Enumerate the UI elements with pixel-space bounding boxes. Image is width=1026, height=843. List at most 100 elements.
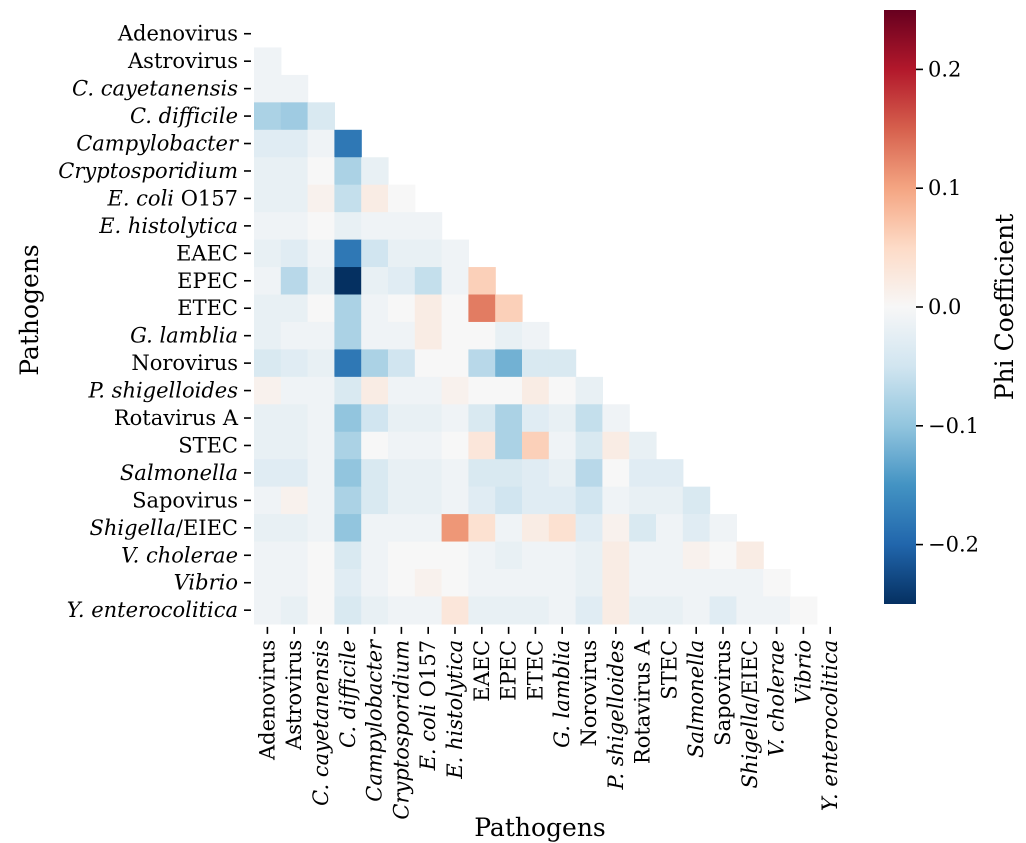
heatmap-cell xyxy=(361,321,389,350)
heatmap-cell xyxy=(280,157,309,186)
heatmap-cell xyxy=(548,431,577,460)
heatmap-cell xyxy=(522,459,550,488)
heatmap-cell xyxy=(334,157,362,186)
heatmap-cell xyxy=(307,376,335,405)
heatmap-cell xyxy=(388,459,416,488)
heatmap-cell xyxy=(414,541,443,570)
heatmap-cell xyxy=(254,267,282,296)
heatmap-cell xyxy=(629,431,657,460)
y-tick-label: G. lamblia xyxy=(130,324,238,348)
heatmap-cell xyxy=(495,431,523,460)
x-tick-label: Norovirus xyxy=(577,640,601,747)
y-tick-label: Sapovirus xyxy=(132,488,238,512)
y-tick-label: Y. enterocolitica xyxy=(67,598,238,622)
heatmap-cell xyxy=(388,239,416,268)
colorbar: 0.2 0.1 0.0 −0.1 −0.2 Phi Coefficient xyxy=(884,10,1019,604)
x-tick-label: Campylobacter xyxy=(363,638,387,802)
heatmap-cell xyxy=(468,376,496,405)
heatmap-cell xyxy=(495,596,523,625)
heatmap-cell xyxy=(254,321,282,350)
x-axis-label: Pathogens xyxy=(474,813,606,842)
y-tick-label: Shigella/EIEC xyxy=(89,516,238,540)
x-tick-label: E. coli O157 xyxy=(416,640,440,772)
y-tick-label: Adenovirus xyxy=(117,22,238,46)
heatmap-cell xyxy=(629,459,657,488)
heatmap-cell xyxy=(468,294,496,323)
heatmap-cell xyxy=(441,596,469,625)
heatmap-cells xyxy=(254,47,818,625)
heatmap-cell xyxy=(307,596,335,625)
y-tick-label: ETEC xyxy=(177,296,238,320)
heatmap-cell xyxy=(548,596,577,625)
heatmap-cell xyxy=(254,239,282,268)
heatmap-cell xyxy=(763,569,791,598)
heatmap-cell xyxy=(307,459,335,488)
heatmap-cell xyxy=(522,349,550,378)
heatmap-cell xyxy=(280,321,309,350)
heatmap-cell xyxy=(334,486,362,515)
heatmap-cell xyxy=(280,486,309,515)
heatmap-cell xyxy=(656,514,684,543)
heatmap-cell xyxy=(548,376,577,405)
heatmap-cell xyxy=(575,486,603,515)
heatmap-cell xyxy=(709,514,737,543)
heatmap-cell xyxy=(280,349,309,378)
heatmap-cell xyxy=(334,404,362,433)
heatmap-cell xyxy=(441,431,469,460)
heatmap-cell xyxy=(254,404,282,433)
heatmap-cell xyxy=(414,349,443,378)
x-tick-label: Shigella/EIEC xyxy=(738,640,762,789)
heatmap-cell xyxy=(441,514,469,543)
heatmap-cell xyxy=(361,376,389,405)
heatmap-cell xyxy=(307,349,335,378)
x-tick-label: Adenovirus xyxy=(255,640,279,761)
heatmap-cell xyxy=(629,514,657,543)
heatmap-cell xyxy=(307,212,335,241)
heatmap-cell xyxy=(254,541,282,570)
heatmap-cell xyxy=(254,376,282,405)
heatmap-cell xyxy=(388,294,416,323)
heatmap-cell xyxy=(388,321,416,350)
heatmap-cell xyxy=(709,596,737,625)
heatmap-cell xyxy=(682,514,711,543)
heatmap-cell xyxy=(334,321,362,350)
heatmap-cell xyxy=(548,486,577,515)
x-tick-label: Salmonella xyxy=(684,640,708,758)
heatmap-cell xyxy=(254,514,282,543)
colorbar-tick-label: 0.2 xyxy=(928,57,961,81)
y-tick-label: Norovirus xyxy=(131,351,238,375)
y-tick-label: Campylobacter xyxy=(76,132,240,156)
heatmap-cell xyxy=(361,212,389,241)
heatmap-cell xyxy=(682,596,711,625)
heatmap-cell xyxy=(414,294,443,323)
heatmap-cell xyxy=(522,486,550,515)
heatmap-cell xyxy=(602,569,630,598)
heatmap-cell xyxy=(441,267,469,296)
heatmap-cell xyxy=(334,239,362,268)
heatmap-cell xyxy=(254,431,282,460)
heatmap-cell xyxy=(280,569,309,598)
heatmap-cell xyxy=(575,431,603,460)
heatmap-cell xyxy=(495,541,523,570)
heatmap-cell xyxy=(441,349,469,378)
heatmap-cell xyxy=(280,184,309,213)
x-tick-label: Vibrio xyxy=(791,640,815,704)
y-tick-label: STEC xyxy=(178,433,238,457)
heatmap-cell xyxy=(441,239,469,268)
heatmap-cell xyxy=(736,569,764,598)
heatmap-cell xyxy=(468,596,496,625)
heatmap-cell xyxy=(656,569,684,598)
heatmap-cell xyxy=(468,459,496,488)
heatmap-cell xyxy=(763,596,791,625)
heatmap-cell xyxy=(602,486,630,515)
y-tick-label: Salmonella xyxy=(120,461,238,485)
colorbar-tick-label: 0.1 xyxy=(928,176,961,200)
colorbar-label: Phi Coefficient xyxy=(990,214,1019,401)
heatmap-cell xyxy=(656,541,684,570)
heatmap-cell xyxy=(495,294,523,323)
heatmap-cell xyxy=(334,129,362,158)
heatmap-cell xyxy=(575,541,603,570)
heatmap-cell xyxy=(548,349,577,378)
heatmap-cell xyxy=(602,596,630,625)
heatmap-cell xyxy=(414,596,443,625)
